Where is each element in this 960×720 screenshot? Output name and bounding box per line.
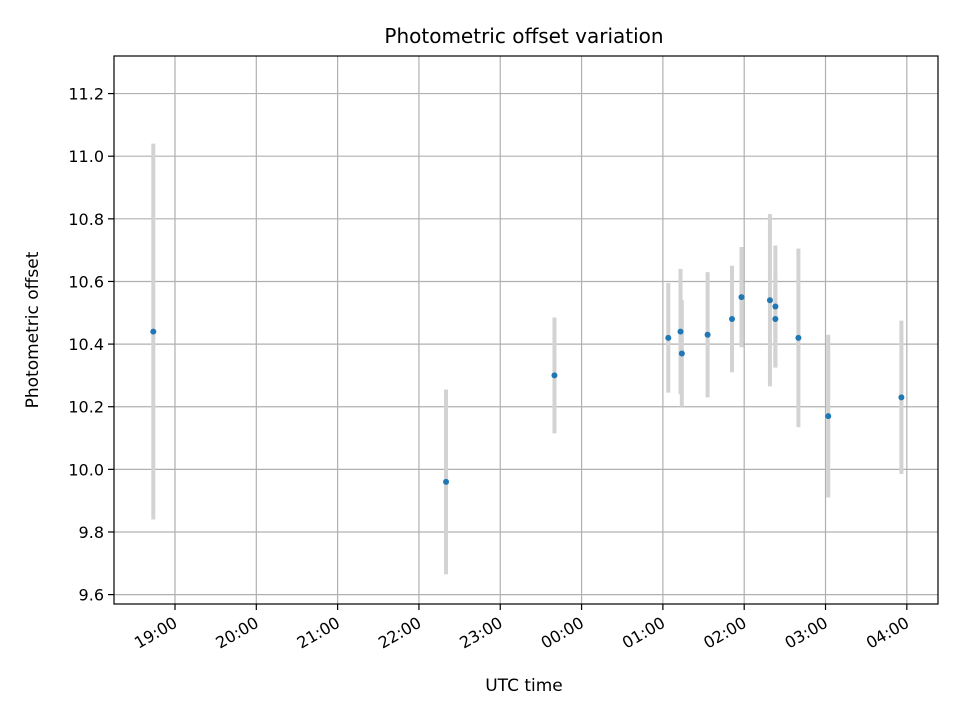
x-axis-label: UTC time [485, 676, 563, 696]
x-tick-label: 21:00 [294, 613, 343, 653]
x-tick-label: 03:00 [782, 613, 831, 653]
x-tick-label: 00:00 [538, 613, 587, 653]
data-point [795, 334, 802, 341]
data-point [150, 328, 157, 335]
data-point [825, 413, 832, 420]
data-point [551, 372, 558, 379]
data-point [738, 294, 745, 301]
x-tick-label: 23:00 [456, 613, 505, 653]
y-tick-label: 10.6 [68, 272, 104, 291]
grid-lines [114, 56, 938, 604]
x-tick-label: 02:00 [700, 613, 749, 653]
x-tick-label: 22:00 [375, 613, 424, 653]
data-point [677, 328, 684, 335]
data-points [150, 294, 905, 485]
data-point [772, 316, 779, 323]
data-point [898, 394, 905, 401]
y-tick-label: 10.0 [68, 460, 104, 479]
data-point [766, 297, 773, 304]
data-point [678, 350, 685, 357]
x-axis-ticks: 19:00 20:00 21:00 22:00 23:00 00:00 01:00 02:00… [131, 604, 912, 653]
y-axis-ticks: 9.6 9.8 10.0 10.2 10.4 10.6 10.8 11.0 11.2 [68, 85, 114, 605]
x-tick-label: 01:00 [619, 613, 668, 653]
y-tick-label: 10.8 [68, 210, 104, 229]
y-tick-label: 9.6 [79, 586, 104, 605]
plot-frame [113, 55, 939, 605]
y-tick-label: 10.4 [68, 335, 104, 354]
data-point [729, 316, 735, 323]
data-point [772, 303, 779, 310]
y-tick-label: 11.2 [68, 85, 104, 104]
x-tick-label: 04:00 [863, 613, 912, 653]
data-point [704, 331, 711, 338]
y-tick-label: 11.0 [68, 147, 104, 166]
y-tick-label: 9.8 [79, 523, 104, 542]
data-point [443, 478, 450, 485]
error-bars [151, 143, 904, 575]
y-tick-label: 10.2 [68, 398, 104, 417]
chart-title: Photometric offset variation [384, 24, 663, 48]
x-tick-label: 20:00 [212, 613, 261, 653]
x-tick-label: 19:00 [131, 613, 180, 653]
data-point [665, 334, 672, 341]
y-axis-label: Photometric offset [23, 251, 43, 408]
